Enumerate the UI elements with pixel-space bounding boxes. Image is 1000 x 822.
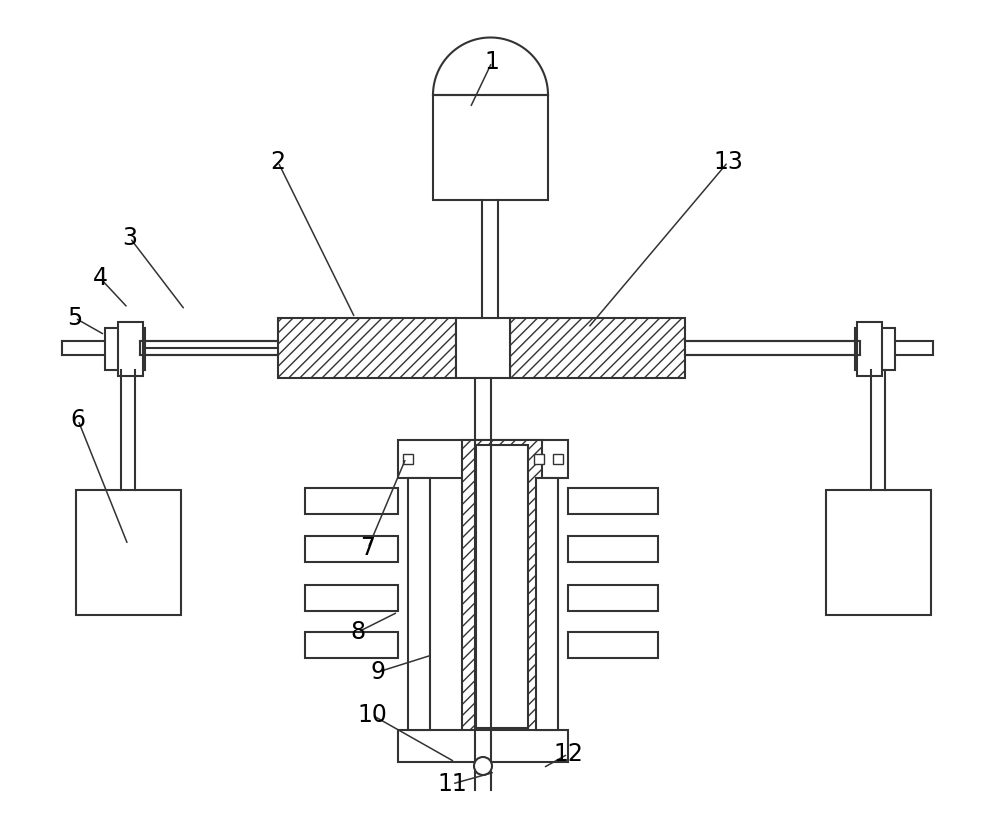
Bar	[408, 478, 430, 730]
Text: 5: 5	[67, 306, 83, 330]
Bar	[403, 454, 413, 464]
Bar	[568, 488, 658, 514]
Bar	[398, 730, 568, 762]
Bar	[305, 536, 398, 562]
Text: 4: 4	[92, 266, 108, 290]
Text: 12: 12	[553, 742, 583, 766]
Bar	[857, 322, 882, 376]
Text: 2: 2	[270, 150, 286, 174]
Text: 1: 1	[485, 50, 499, 74]
Bar	[568, 632, 658, 658]
Bar	[510, 318, 685, 378]
Bar	[568, 585, 658, 611]
Bar	[534, 454, 544, 464]
Text: 8: 8	[350, 620, 366, 644]
Text: 3: 3	[122, 226, 138, 250]
Text: 7: 7	[360, 536, 376, 560]
Bar	[118, 322, 143, 376]
Bar	[305, 585, 398, 611]
Text: 10: 10	[357, 703, 387, 727]
Bar	[826, 490, 931, 615]
Bar	[855, 328, 895, 370]
Bar	[398, 440, 568, 478]
Bar	[76, 490, 181, 615]
Bar	[105, 328, 145, 370]
Bar	[305, 632, 398, 658]
Bar	[476, 445, 528, 728]
Circle shape	[474, 757, 492, 775]
Bar	[278, 318, 456, 378]
Bar	[536, 478, 558, 730]
Bar	[305, 488, 398, 514]
Bar	[568, 536, 658, 562]
Bar	[456, 318, 510, 378]
Bar	[462, 440, 542, 758]
Text: 11: 11	[437, 772, 467, 796]
Text: 6: 6	[70, 408, 86, 432]
Bar	[553, 454, 563, 464]
Text: 9: 9	[370, 660, 386, 684]
Bar	[433, 95, 548, 200]
Text: 13: 13	[713, 150, 743, 174]
